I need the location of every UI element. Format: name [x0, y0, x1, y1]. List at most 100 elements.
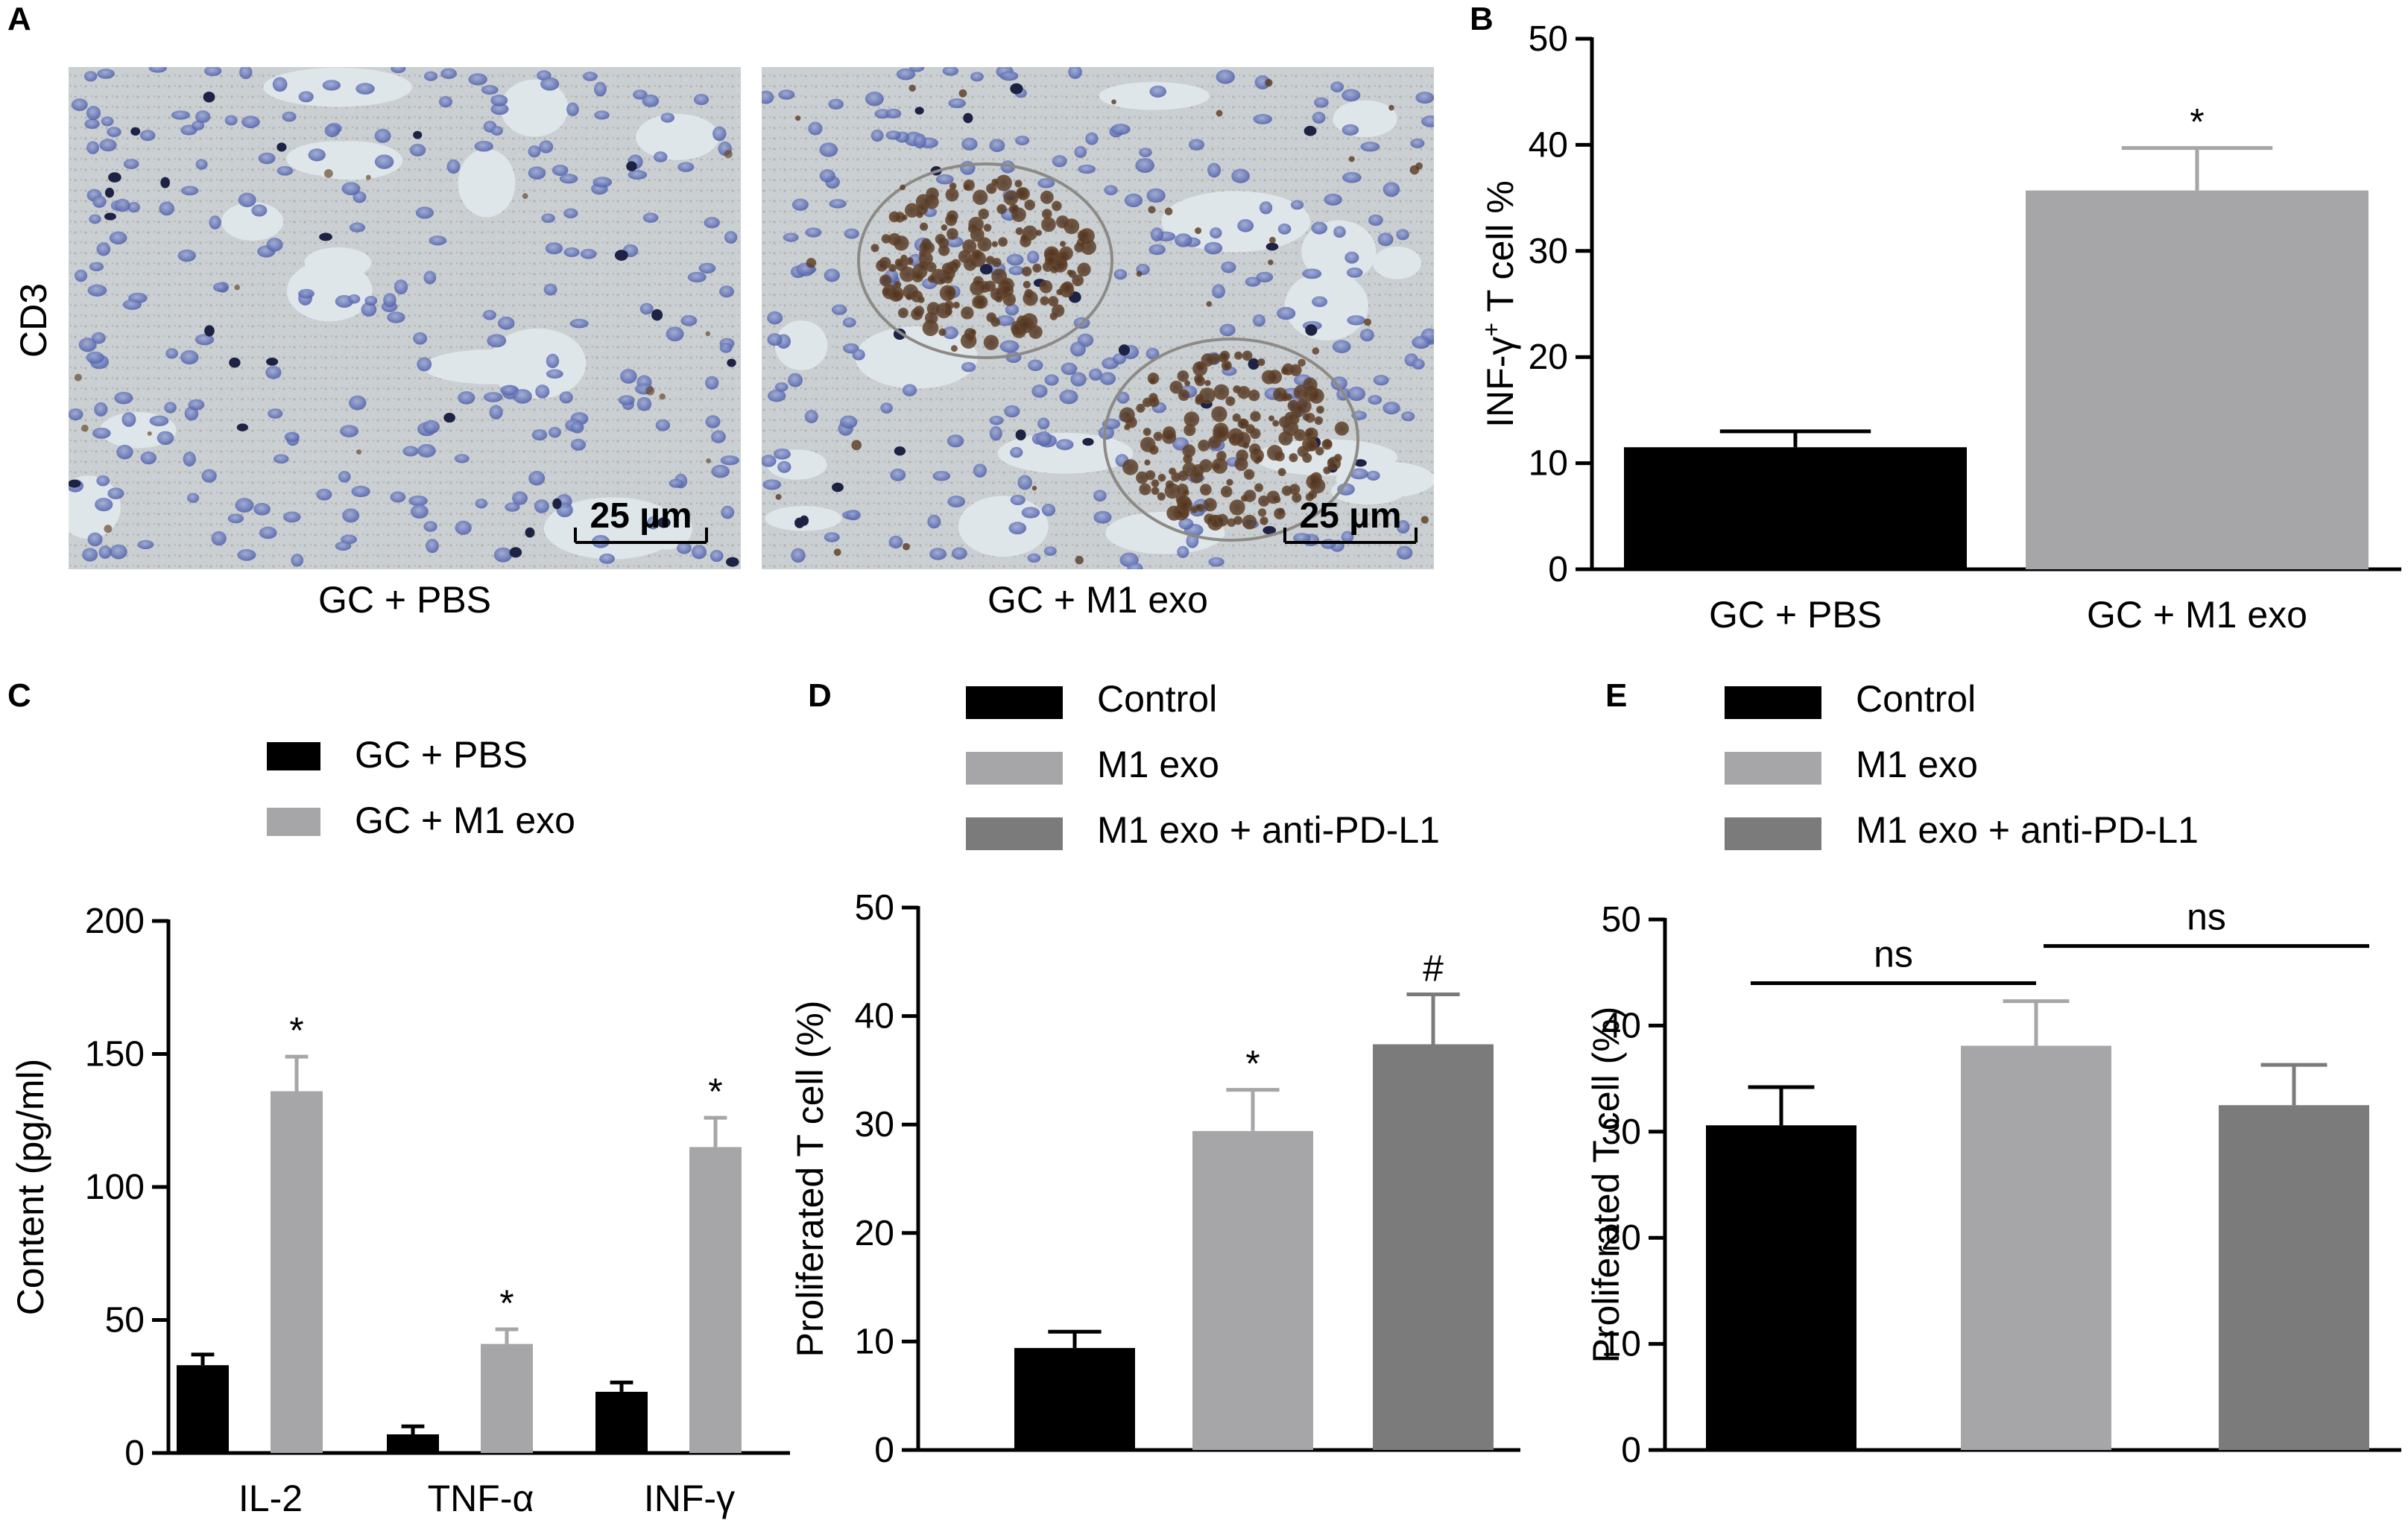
cell-nucleus: [1412, 358, 1425, 370]
cd3-stain-spot: [1149, 377, 1157, 384]
cd3-stain-spot: [973, 295, 988, 309]
cd3-stain-spot: [995, 174, 1012, 191]
cd3-stain-spot: [1213, 425, 1230, 443]
cell-nucleus: [642, 212, 659, 223]
cd3-stain-spot: [365, 174, 371, 180]
cell-nucleus: [1043, 546, 1057, 556]
cell-nucleus: [251, 204, 268, 217]
cd3-stain-spot: [1151, 479, 1160, 487]
micrograph-gc-m1-exo: 25 µm: [762, 67, 1434, 569]
cell-nucleus: [123, 159, 139, 169]
y-tick-label: 20: [1529, 338, 1568, 377]
bar: [1014, 1348, 1135, 1450]
cell-nucleus: [483, 392, 503, 402]
cell-nucleus: [443, 413, 455, 423]
cell-nucleus: [970, 72, 984, 82]
cd3-stain-spot: [1061, 281, 1074, 294]
cell-nucleus: [1311, 221, 1328, 235]
legend-swatch: [1725, 817, 1821, 850]
cd3-stain-spot: [1192, 361, 1208, 376]
cell-nucleus: [227, 513, 244, 524]
cd3-stain-spot: [870, 244, 879, 253]
cd3-stain-spot: [1020, 233, 1028, 241]
cell-nucleus: [1344, 251, 1359, 264]
cd3-stain-spot: [1182, 489, 1189, 496]
panel-e-label: E: [1605, 677, 1627, 714]
cell-nucleus: [865, 91, 884, 107]
cell-nucleus: [1332, 340, 1351, 353]
bar: [689, 1147, 742, 1453]
cell-nucleus: [543, 283, 557, 296]
cell-nucleus: [268, 408, 283, 419]
cell-nucleus: [413, 130, 423, 139]
cd3-stain-spot: [945, 308, 952, 316]
cell-nucleus: [824, 532, 840, 542]
cd3-stain-spot: [922, 320, 939, 337]
cell-nucleus: [1342, 89, 1361, 102]
cell-nucleus: [316, 488, 332, 501]
cell-nucleus: [618, 395, 635, 405]
cell-nucleus: [1148, 244, 1166, 256]
cell-nucleus: [127, 201, 140, 213]
cd3-stain-spot: [1040, 296, 1049, 305]
cell-nucleus: [440, 68, 457, 80]
cell-nucleus: [274, 454, 289, 464]
cell-nucleus: [666, 326, 684, 342]
cell-nucleus: [1093, 510, 1112, 524]
cell-nucleus: [87, 532, 103, 547]
cell-nucleus: [513, 389, 532, 404]
tissue-lumen: [636, 113, 719, 160]
cd3-stain-spot: [1052, 304, 1065, 317]
legend-label: M1 exo + anti-PD-L1: [1856, 809, 2199, 851]
cell-nucleus: [446, 159, 461, 174]
cd3-stain-spot: [1289, 453, 1298, 463]
cd3-stain-spot: [1243, 469, 1255, 480]
cd3-stain-spot: [944, 300, 954, 311]
y-tick-label: 30: [1602, 1112, 1641, 1152]
comparison-label: ns: [1874, 933, 1913, 975]
cell-nucleus: [96, 242, 111, 256]
cell-nucleus: [710, 549, 724, 563]
cd3-stain-spot: [1184, 424, 1196, 437]
y-tick-label: 20: [1602, 1218, 1641, 1258]
cd3-stain-spot: [1044, 255, 1057, 267]
cell-nucleus: [341, 182, 361, 195]
cd3-stain-spot: [1077, 262, 1091, 277]
cell-nucleus: [799, 515, 809, 526]
cell-nucleus: [890, 468, 906, 481]
cell-nucleus: [493, 547, 513, 563]
cd3-stain-spot: [1178, 470, 1189, 481]
comparison-label: ns: [2187, 896, 2226, 938]
cell-nucleus: [1139, 148, 1152, 158]
tissue-lumen: [488, 328, 587, 399]
y-tick-label: 200: [85, 902, 145, 941]
cell-nucleus: [1135, 158, 1155, 174]
cell-nucleus: [1368, 395, 1382, 405]
tissue-lumen: [500, 79, 569, 137]
cell-nucleus: [87, 284, 107, 297]
cell-nucleus: [387, 311, 405, 323]
cell-nucleus: [1347, 315, 1366, 326]
cd3-stain-spot: [1177, 497, 1193, 513]
cell-nucleus: [1110, 124, 1131, 135]
cell-nucleus: [1259, 201, 1273, 215]
cell-nucleus: [298, 91, 314, 103]
cd3-stain-spot: [919, 251, 933, 266]
cell-nucleus: [948, 98, 967, 109]
cell-nucleus: [97, 69, 115, 79]
cd3-stain-spot: [1303, 377, 1318, 393]
cd3-stain-spot: [1021, 266, 1032, 276]
cell-nucleus: [1305, 324, 1318, 336]
cell-nucleus: [528, 471, 546, 486]
cd3-stain-spot: [1178, 389, 1190, 402]
cell-nucleus: [552, 498, 562, 510]
cd3-stain-spot: [935, 233, 946, 245]
cd3-stain-spot: [938, 328, 947, 336]
cell-nucleus: [824, 268, 840, 282]
cd3-stain-spot: [963, 183, 970, 191]
cell-nucleus: [86, 106, 101, 121]
cell-nucleus: [888, 535, 903, 549]
cell-nucleus: [1366, 470, 1380, 481]
y-tick-label: 30: [1529, 232, 1568, 271]
cell-nucleus: [108, 172, 121, 183]
